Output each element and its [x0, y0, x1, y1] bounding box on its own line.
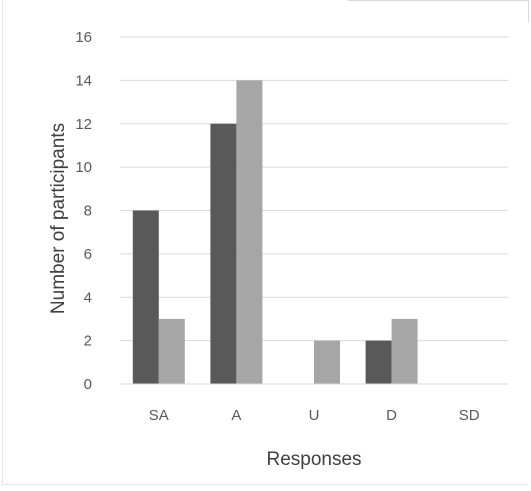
y-tick-label: 10 [75, 159, 92, 176]
y-axis-ticks: 0 2 4 6 8 10 12 14 16 [75, 29, 92, 393]
x-tick-label: SA [149, 407, 169, 424]
bar-sa-series-2 [158, 318, 185, 384]
x-axis-ticks: SA A U D SD [149, 407, 480, 424]
y-tick-label: 6 [84, 246, 92, 263]
frame-right-edge [528, 0, 529, 22]
x-tick-label: D [386, 407, 397, 424]
y-tick-label: 2 [84, 333, 92, 350]
bar-a-series-2 [236, 80, 263, 384]
x-tick-label: U [309, 407, 320, 424]
bar-d-series-1 [365, 340, 392, 384]
bars [132, 80, 418, 384]
gridlines [120, 36, 508, 342]
x-axis-title: Responses [266, 449, 361, 470]
bar-d-series-2 [391, 318, 418, 384]
frame-bottom-edge [2, 484, 528, 485]
y-tick-label: 12 [75, 116, 92, 133]
y-tick-label: 14 [75, 72, 92, 89]
x-tick-label: A [231, 407, 241, 424]
y-tick-label: 8 [84, 203, 92, 220]
y-tick-label: 0 [84, 376, 92, 393]
bar-a-series-1 [210, 123, 237, 384]
bar-u-series-2 [314, 340, 340, 384]
frame-left-edge [2, 0, 3, 486]
y-tick-label: 16 [75, 29, 92, 46]
bar-sa-series-1 [132, 210, 159, 384]
frame-top-edge [348, 0, 528, 1]
y-tick-label: 4 [84, 289, 92, 306]
y-axis-title: Number of participants [48, 123, 69, 314]
x-tick-label: SD [459, 407, 480, 424]
